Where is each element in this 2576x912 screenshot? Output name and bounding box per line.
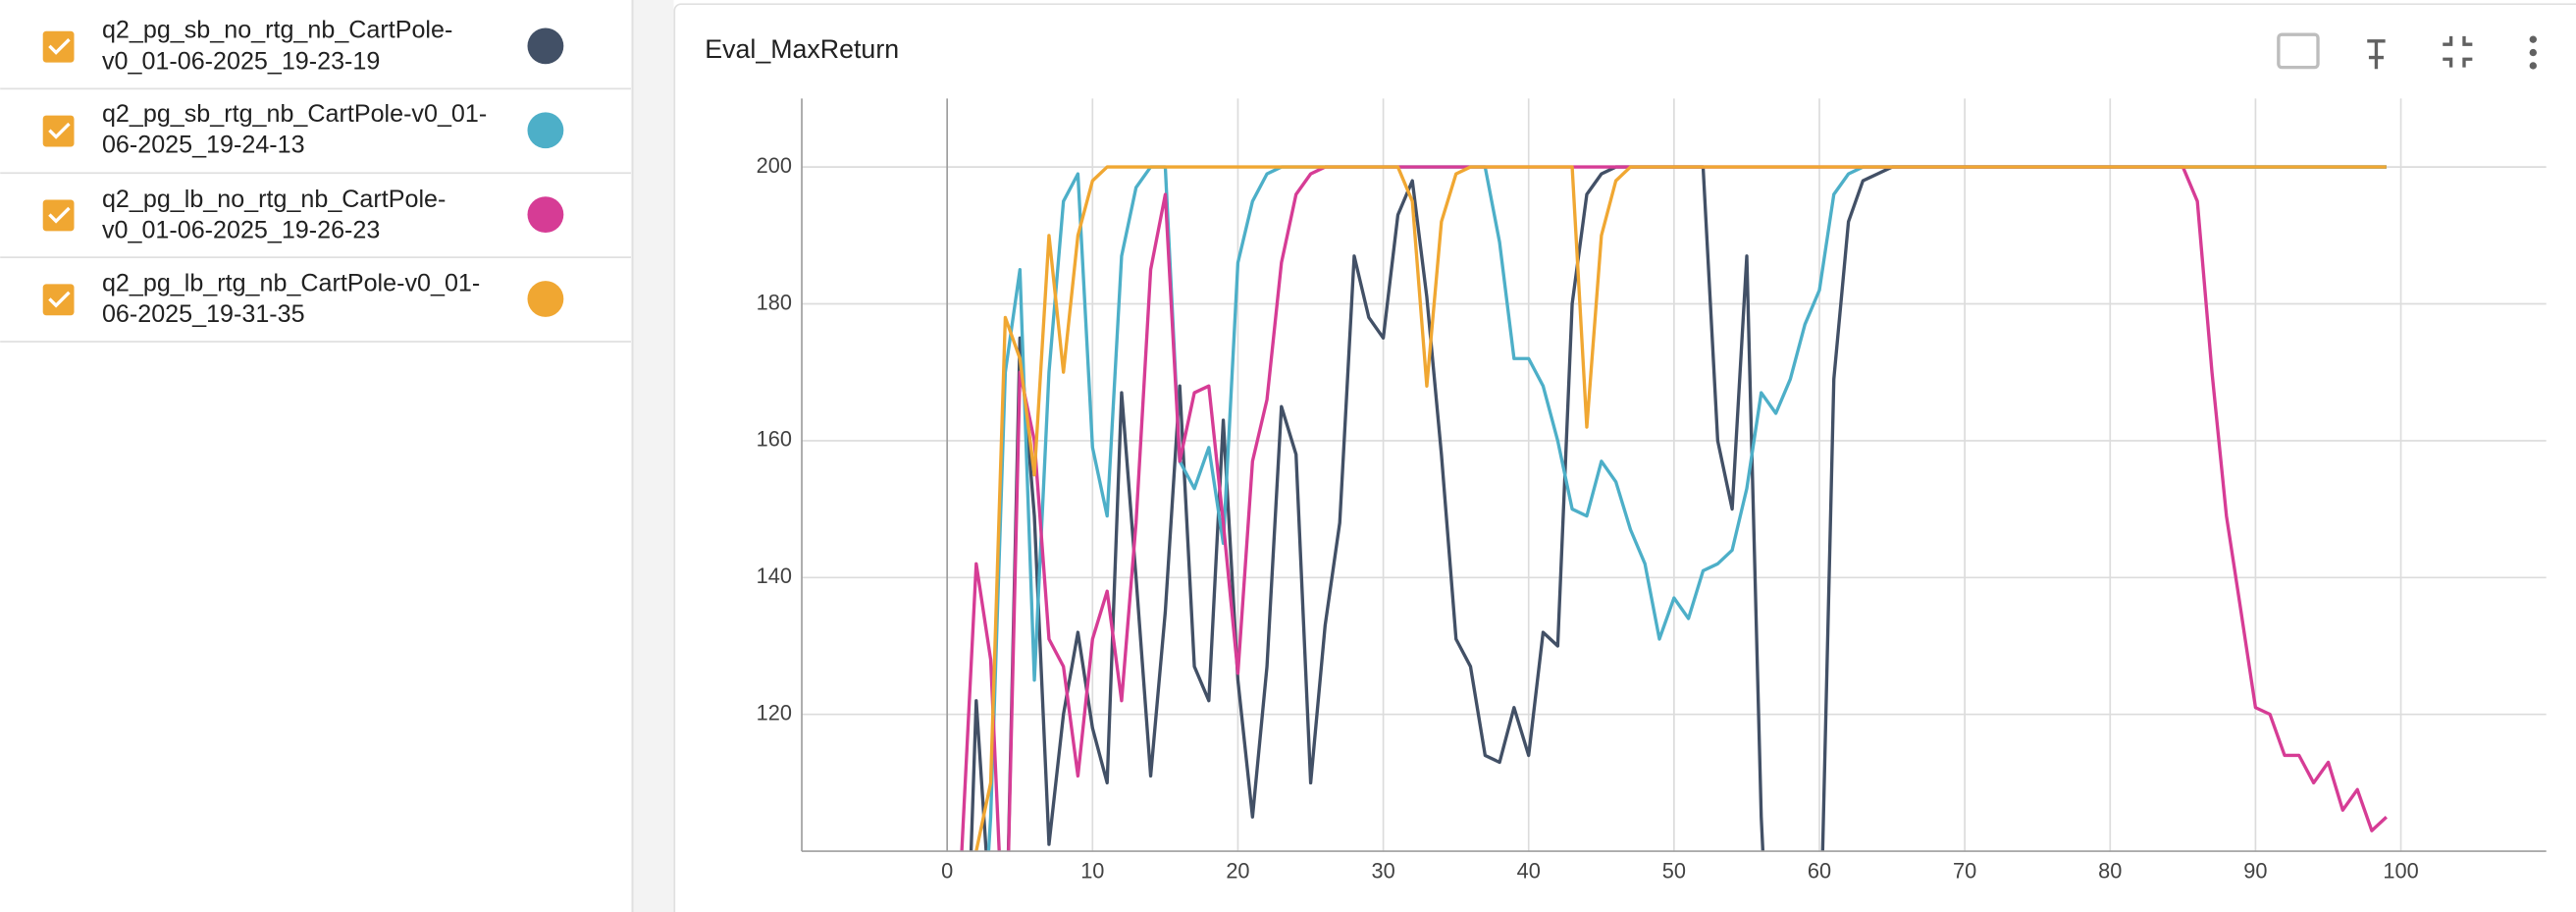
x-tick-label: 80	[2098, 859, 2122, 884]
run-color	[527, 196, 564, 234]
more-button[interactable]	[2529, 35, 2537, 70]
run-checkbox[interactable]	[42, 199, 75, 232]
x-tick-label: 100	[2383, 859, 2418, 884]
series-line	[974, 165, 2387, 852]
y-tick-label: 160	[757, 427, 792, 452]
axes: 120 140 160 180 200 0 10 20 30 40 50 60 70 80 90 100	[757, 98, 2547, 884]
pin-button[interactable]	[2367, 39, 2386, 70]
collapse-button[interactable]	[2443, 35, 2473, 68]
card	[673, 3, 2576, 912]
run-name: q2_pg_sb_rtg_nb_CartPole-v0_01-06-2025_1…	[101, 100, 488, 160]
run-name-box: q2_pg_sb_no_rtg_nb_CartPole-v0_01-06-202…	[101, 16, 453, 76]
y-tick-label: 140	[757, 563, 792, 588]
x-tick-label: 50	[1662, 859, 1686, 884]
x-tick-label: 30	[1371, 859, 1394, 884]
y-tick-label: 200	[757, 153, 792, 178]
sidebar	[0, 0, 631, 912]
run-checkbox[interactable]	[42, 30, 75, 63]
x-tick-label: 90	[2243, 859, 2267, 884]
toolbar	[2277, 32, 2537, 70]
y-tick-label: 180	[757, 290, 792, 314]
run-checkbox[interactable]	[42, 115, 75, 147]
plot-lines	[960, 165, 2388, 852]
chart-title: Eval_MaxReturn	[705, 34, 899, 64]
run-name: q2_pg_lb_rtg_nb_CartPole-v0_01-06-2025_1…	[101, 269, 481, 329]
check-mark	[48, 122, 71, 139]
check-mark	[48, 37, 71, 55]
run-name-box: q2_pg_sb_rtg_nb_CartPole-v0_01-06-2025_1…	[101, 100, 488, 160]
x-tick-label: 70	[1953, 859, 1976, 884]
run-list: q2_pg_sb_no_rtg_nb_CartPole-v0_01-06-202…	[0, 16, 631, 343]
run-name-box: q2_pg_lb_no_rtg_nb_CartPole-v0_01-06-202…	[101, 185, 447, 244]
run-name-box: q2_pg_lb_rtg_nb_CartPole-v0_01-06-2025_1…	[101, 269, 481, 329]
run-color	[527, 27, 564, 65]
run-name: q2_pg_sb_no_rtg_nb_CartPole-v0_01-06-202…	[101, 16, 453, 76]
run-color	[527, 112, 564, 149]
y-tick-label: 120	[757, 700, 792, 724]
x-tick-label: 40	[1517, 859, 1541, 884]
check-mark	[48, 291, 71, 308]
fit-domain-button[interactable]	[2277, 32, 2320, 70]
run-name: q2_pg_lb_no_rtg_nb_CartPole-v0_01-06-202…	[101, 185, 447, 244]
run-color	[527, 281, 564, 317]
run-checkbox[interactable]	[42, 284, 75, 316]
x-tick-label: 10	[1080, 859, 1104, 884]
x-tick-label: 0	[941, 859, 953, 884]
x-tick-label: 20	[1226, 859, 1249, 884]
divider	[630, 0, 674, 912]
check-mark	[48, 206, 71, 224]
x-tick-label: 60	[1808, 859, 1831, 884]
